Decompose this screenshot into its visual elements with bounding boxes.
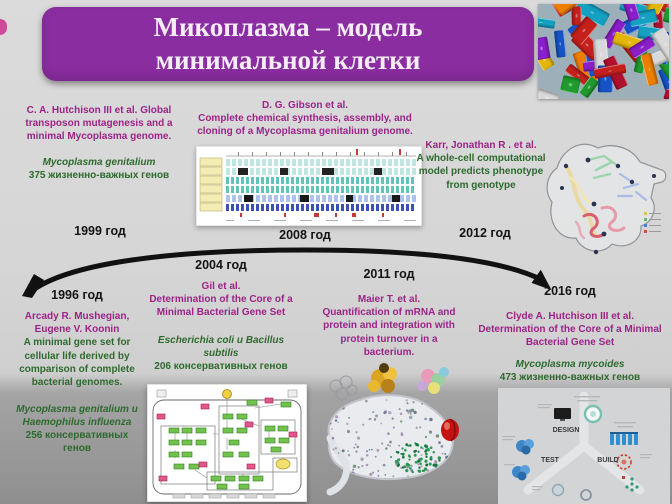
genome-map-svg [195,145,423,227]
event-2004-genes: 206 консервативных генов [154,360,288,372]
design-icons [538,396,603,424]
genome-map-row-labels [199,157,223,212]
yellow-organelle [275,458,291,470]
event-1996-genes: 256 консервативных генов [25,430,129,455]
arrowhead [531,269,552,291]
genome-map-figure [195,145,423,227]
cell-outline [546,143,667,252]
event-2008-year: 2008 год [279,228,331,242]
whole-cell-model-figure [536,130,670,282]
lego-brick [538,35,551,61]
genome-map-red-marks [240,213,384,217]
protein-structure-icon [417,367,449,394]
metabolic-pathway-figure [146,383,308,503]
event-2016-authors: Clyde A. Hutchison III et al. [506,311,634,322]
event-2011-title: Quantification of mRNA and protein and i… [322,307,456,358]
test-label: TEST [541,457,560,464]
event-1996-title: A minimal gene set for cellular life der… [19,337,135,388]
design-build-test-svg: DESIGN TEST BUILD [498,388,670,504]
event-2008-block: D. G. Gibson et al. Complete chemical sy… [182,99,428,139]
event-1999-species: Mycoplasma genitalium [42,156,156,168]
mrna-protein-cell-svg [326,363,459,496]
gene-boxes [168,399,292,490]
event-2016-species: Mycoplasma mycoides [515,358,625,370]
lego-brick [538,16,556,30]
slide-title-line-2: минимальной клетки [155,45,421,75]
event-1999-year: 1999 год [74,224,126,238]
model-legend [644,212,661,233]
design-build-test-figure: DESIGN TEST BUILD [498,388,670,504]
red-structure-icon [441,418,459,442]
lego-brick [538,88,560,99]
build-label: BUILD [597,457,618,464]
event-2004-species: Escherichia coli и Bacillus subtilis [157,334,285,359]
event-2004-block: 2004 год Gil et al. Determination of the… [140,258,302,373]
event-2016-block: 2016 год Clyde A. Hutchison III et al. D… [470,284,670,384]
event-1996-block: 1996 год Arcady R. Mushegian, Eugene V. … [12,288,142,455]
event-2004-title: Determination of the Core of a Minimal B… [149,294,293,319]
build-icons [610,422,652,479]
event-1996-authors: Arcady R. Mushegian, Eugene V. Koonin [24,311,130,336]
whole-cell-model-svg [546,143,667,255]
lego-brick [662,87,669,99]
event-2008-title: Complete chemical synthesis, assembly, a… [197,113,413,138]
gold-complex-icon [368,363,397,393]
event-2004-authors: Gil et al. [201,281,241,292]
timeline-arrow [22,247,552,298]
event-2011-year: 2011 год [363,267,415,281]
event-1996-year: 1996 год [51,288,103,302]
event-2012-year: 2012 год [459,226,511,240]
highlight-boxes [156,397,298,482]
genome-map-tracks [226,159,416,224]
metabolic-pathway-svg [146,383,308,503]
event-2011-authors: Maier T. et al. [357,294,421,305]
event-2012-block: Karr, Jonathan R . et al. A whole-cell c… [415,139,547,192]
design-label: DESIGN [553,427,580,434]
slide-title-line-1: Микоплазма – модель [153,12,423,43]
arrow-tail [22,274,44,298]
event-2016-genes: 473 жизненно-важных генов [499,371,641,383]
bottom-icons [532,477,639,501]
event-1999-genes: 375 жизненно-важных генов [28,169,170,181]
lego-brick [559,75,581,95]
event-2011-block: 2011 год Maier T. et al. Quantification … [316,267,462,359]
molecule-cage-icon [329,375,358,401]
network-nodes [560,157,656,255]
event-2016-year: 2016 год [544,284,596,298]
cycle-branches [523,391,645,495]
slide-title-box: Микоплазма – модель минимальной клетки [42,7,534,81]
test-icons [502,436,534,481]
bottom-legend-boxes [172,493,276,499]
genome-map-scale [226,149,416,157]
event-2012-authors: Karr, Jonathan R . et al. [425,140,537,151]
event-2016-title: Determination of the Core of a Minimal B… [478,324,662,349]
corner-decoration [0,19,7,35]
lego-brick [554,29,567,58]
event-2012-title: A whole-cell computational model predict… [416,153,546,191]
yellow-node [222,389,232,399]
cell-tail [326,434,351,496]
event-1996-species: Mycoplasma genitalium и Haemophilus infl… [16,404,138,429]
event-1999-block: C. A. Hutchison III et al. Global transp… [20,104,178,182]
pathway-networks [564,154,648,240]
event-1999-header: C. A. Hutchison III et al. Global transp… [25,105,173,143]
event-2008-authors: D. G. Gibson et al. [261,100,349,111]
mrna-protein-cell-figure [316,356,466,504]
green-protein-cluster [390,442,442,474]
event-2004-year: 2004 год [195,258,247,272]
lego-bricks-photo [538,4,669,99]
